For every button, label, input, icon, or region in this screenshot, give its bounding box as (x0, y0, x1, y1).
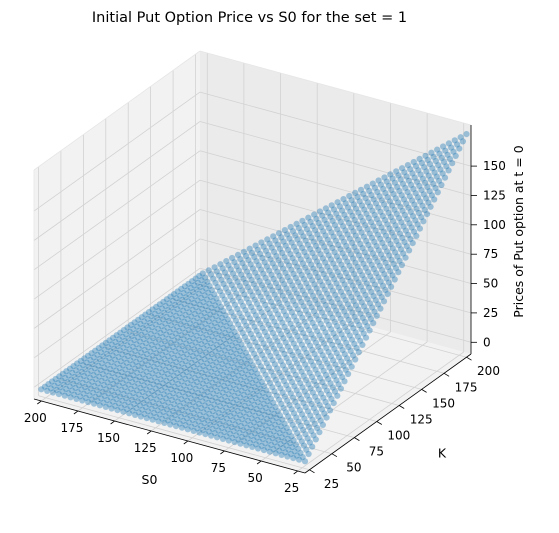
scatter-point (356, 349, 362, 355)
scatter-point (302, 458, 308, 464)
scatter-point (438, 182, 444, 188)
y-axis-tick (467, 357, 472, 360)
x-axis-tick-label: 75 (211, 461, 226, 475)
scatter-point (399, 262, 405, 268)
scatter-point (395, 269, 401, 275)
x-axis-tick-label: 175 (60, 421, 83, 435)
y-axis-tick-label: 75 (369, 445, 384, 459)
scatter-point (453, 153, 459, 159)
z-axis-tick-label: 100 (483, 218, 506, 232)
scatter-point (460, 138, 466, 144)
scatter-point (374, 313, 380, 319)
z-axis-tick-label: 50 (483, 277, 498, 291)
scatter-point (345, 371, 351, 377)
scatter-point (316, 429, 322, 435)
scatter-point (331, 400, 337, 406)
z-axis-tick-label: 125 (483, 189, 506, 203)
y-axis-tick (354, 438, 359, 441)
scatter-point (392, 276, 398, 282)
x-axis-tick (257, 461, 261, 464)
scatter-point (352, 356, 358, 362)
x-axis-tick-label: 200 (24, 411, 47, 425)
scatter-point (402, 255, 408, 261)
z-axis-tick-label: 0 (483, 335, 491, 349)
scatter-point (463, 131, 469, 137)
scatter-point (338, 386, 344, 392)
x-axis-tick (184, 441, 188, 444)
x-axis-tick (74, 411, 78, 414)
x-axis-tick-label: 150 (97, 431, 120, 445)
scatter-point (323, 415, 329, 421)
y-axis-tick-label: 100 (387, 429, 410, 443)
scatter-point (377, 306, 383, 312)
scatter-point (381, 298, 387, 304)
scatter-point (410, 240, 416, 246)
scatter-point (359, 342, 365, 348)
x-axis-tick (220, 451, 224, 454)
scatter-point (341, 378, 347, 384)
y-axis-tick-label: 50 (346, 461, 361, 475)
scatter-point (435, 189, 441, 195)
x-axis-tick (294, 471, 298, 474)
x-axis-tick (111, 421, 115, 424)
z-axis-tick-label: 25 (483, 306, 498, 320)
scatter-point (388, 284, 394, 290)
x-axis-tick-label: 125 (134, 441, 157, 455)
scatter-point (420, 218, 426, 224)
z-axis-tick-label: 75 (483, 247, 498, 261)
y-axis-tick (310, 470, 315, 473)
y-axis-tick-label: 25 (324, 477, 339, 491)
z-axis-tick-label: 150 (483, 159, 506, 173)
scatter-point (449, 160, 455, 166)
scatter-point (349, 364, 355, 370)
y-axis-tick (399, 406, 404, 409)
scatter-point (417, 226, 423, 232)
y-axis-tick (444, 373, 449, 376)
scatter-point (406, 247, 412, 253)
z-axis-label: Prices of Put option at t = 0 (511, 145, 526, 317)
y-axis-tick (422, 389, 427, 392)
scatter-point (428, 204, 434, 210)
scatter-point (413, 233, 419, 239)
y-axis-tick-label: 125 (410, 413, 433, 427)
scatter-point (313, 436, 319, 442)
x-axis-tick-label: 100 (170, 451, 193, 465)
scatter-point (306, 451, 312, 457)
x-axis-tick-label: 50 (247, 471, 262, 485)
scatter-point (320, 422, 326, 428)
scatter-point (327, 407, 333, 413)
scatter-point (370, 320, 376, 326)
y-axis-tick (332, 454, 337, 457)
scatter-point (363, 335, 369, 341)
scatter-point (446, 167, 452, 173)
scatter-point (367, 327, 373, 333)
y-axis-tick-label: 150 (432, 396, 455, 410)
x-axis-tick (37, 401, 41, 404)
y-axis-tick-label: 200 (477, 364, 500, 378)
x-axis-tick (147, 431, 151, 434)
scatter-point (334, 393, 340, 399)
y-axis-label: K (438, 446, 447, 461)
scatter-point (309, 444, 315, 450)
x-axis-label: S0 (142, 472, 158, 487)
scatter-point (456, 146, 462, 152)
x-axis-tick-label: 25 (284, 481, 299, 495)
scatter-point (424, 211, 430, 217)
scatter-point (385, 291, 391, 297)
y-axis-tick (377, 422, 382, 425)
scatter-point (442, 175, 448, 181)
y-axis-tick-label: 175 (455, 380, 478, 394)
scatter-point (431, 196, 437, 202)
